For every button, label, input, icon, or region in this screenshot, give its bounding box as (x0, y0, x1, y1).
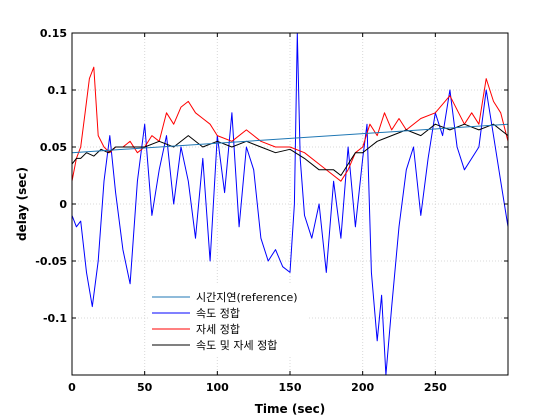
series-line-1 (72, 33, 508, 375)
legend-entry-3: 속도 및 자세 정합 (196, 339, 277, 352)
x-axis-label: Time (sec) (255, 402, 325, 416)
y-tick-label: 0.15 (40, 27, 67, 40)
x-tick-label: 50 (137, 381, 153, 394)
grid (71, 32, 508, 375)
y-tick-label: 0.1 (48, 84, 68, 97)
y-axis-ticks: 0.15 0.1 0.05 0 -0.05 -0.1 (35, 27, 508, 325)
legend-entry-1: 속도 정합 (196, 307, 240, 320)
x-axis-ticks: 0 50 100 150 200 250 (68, 33, 447, 394)
y-axis-label: delay (sec) (15, 167, 29, 241)
legend-entry-0: 시간지연(reference) (196, 291, 298, 304)
x-tick-label: 250 (424, 381, 447, 394)
series-layer (72, 33, 508, 375)
legend-entry-2: 자세 정합 (196, 323, 240, 336)
x-tick-label: 100 (206, 381, 229, 394)
series-line-3 (72, 123, 508, 176)
series-line-0 (72, 123, 508, 154)
y-tick-label: -0.1 (43, 312, 67, 325)
x-tick-label: 150 (279, 381, 302, 394)
x-tick-label: 0 (68, 381, 76, 394)
x-tick-label: 200 (351, 381, 374, 394)
y-tick-label: 0.05 (40, 141, 67, 154)
y-tick-label: -0.05 (35, 255, 67, 268)
y-tick-label: 0 (59, 198, 67, 211)
